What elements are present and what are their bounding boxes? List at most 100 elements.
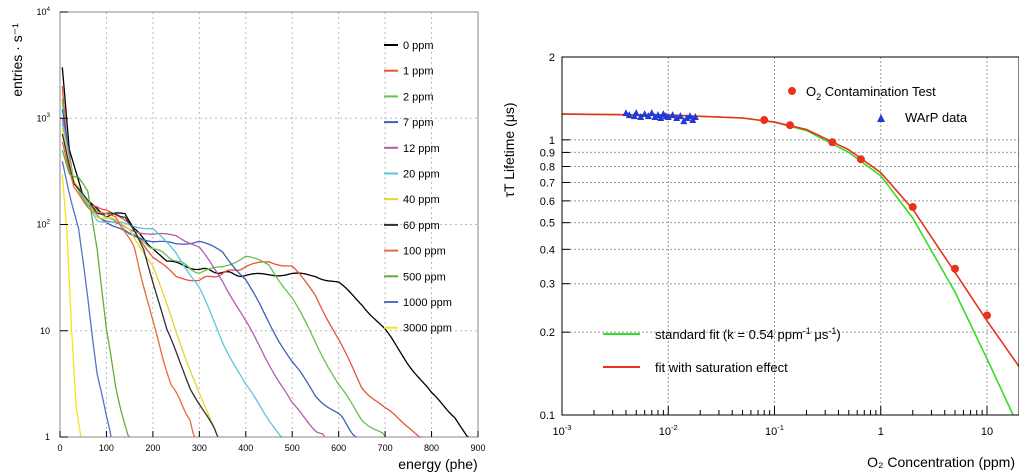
left-legend-label: 40 ppm	[403, 194, 440, 206]
right-point-triangle	[632, 109, 640, 117]
right-point-circle	[760, 116, 769, 125]
right-fit-line	[562, 113, 1015, 415]
right-y-tick-label: 0.4	[540, 244, 555, 256]
left-series-line	[61, 141, 196, 438]
left-legend-label: 3000 ppm	[403, 323, 452, 335]
right-series-group	[562, 109, 1019, 415]
left-series-line	[61, 174, 82, 438]
right-legend-label-warp: WArP data	[905, 110, 968, 125]
left-series-line	[61, 85, 423, 438]
right-point-triangle	[676, 112, 684, 120]
right-legend-line-label: fit with saturation effect	[655, 360, 788, 375]
right-point-triangle	[644, 112, 652, 120]
right-point-triangle	[641, 110, 649, 118]
right-y-ticks: 0.1 0.2 0.3 0.4 0.5 0.6 0.7 0.8 0.91 2	[540, 52, 570, 422]
right-y-tick-label: 0.5	[540, 218, 555, 230]
right-y-tick-label: 0.6	[540, 196, 555, 208]
right-point-triangle	[691, 113, 699, 121]
left-y-tick-label: 10	[40, 326, 50, 336]
right-legend-triangle-marker	[877, 114, 885, 122]
left-legend-label: 0 ppm	[403, 40, 434, 52]
right-point-circle	[786, 121, 795, 130]
left-x-tick-label: 0	[57, 443, 62, 453]
right-legend: O2 Contamination Test WArP data standard f…	[603, 84, 968, 375]
left-x-tick-label: 400	[238, 443, 253, 453]
right-y-tick-label: 0.9	[540, 147, 555, 159]
left-y-tick-label: 104	[36, 6, 50, 17]
right-point-circle	[983, 311, 992, 320]
left-legend-label: 1000 ppm	[403, 297, 452, 309]
left-x-tick-label: 500	[285, 443, 300, 453]
right-point-circle	[908, 203, 917, 212]
right-fit-line	[562, 113, 1019, 367]
left-x-tick-label: 300	[192, 443, 207, 453]
left-series-line	[61, 149, 131, 438]
lifetime-chart: 10-3 10-2 10-1 1 10 0.1 0.2 0.3 0.4 0.5 0.6 0.7 0.8…	[501, 52, 1019, 470]
left-x-tick-label: 900	[470, 443, 485, 453]
right-point-triangle	[648, 109, 656, 117]
right-point-circle	[828, 138, 837, 147]
left-grid	[60, 12, 478, 437]
left-legend-label: 7 ppm	[403, 117, 434, 129]
right-legend-label-contamination: O2 Contamination Test	[806, 84, 936, 102]
right-point-triangle	[664, 113, 672, 121]
left-series-line	[61, 67, 470, 438]
right-x-tick-label: 10	[981, 426, 993, 438]
left-series-line	[61, 161, 112, 438]
left-y-tick-label: 102	[36, 218, 50, 229]
left-y-ticks: 1 10 102 103 104	[36, 6, 68, 442]
left-x-ticks: 0 100 200 300 400 500 600 700 800 900	[57, 431, 486, 453]
left-legend-label: 1 ppm	[403, 66, 434, 78]
left-legend-label: 100 ppm	[403, 246, 446, 258]
right-point-triangle	[683, 114, 691, 122]
left-legend-label: 60 ppm	[403, 220, 440, 232]
right-y-tick-label: 0.8	[540, 161, 555, 173]
left-series-group	[61, 67, 470, 438]
right-grid	[562, 57, 1019, 415]
right-x-ticks: 10-3 10-2 10-1 1 10	[552, 406, 1019, 438]
right-point-triangle	[637, 113, 645, 121]
right-point-triangle	[669, 111, 677, 119]
left-series-line	[61, 122, 283, 438]
right-x-tick-label: 1	[878, 426, 884, 438]
left-x-tick-label: 700	[378, 443, 393, 453]
right-x-axis-label: O₂ Concentration (ppm)	[867, 454, 1015, 470]
right-y-tick-label: 0.1	[540, 410, 555, 422]
left-legend: 0 ppm 1 ppm 2 ppm 7 ppm 12 ppm 20 ppm 40 ppm 60…	[384, 40, 452, 335]
left-legend-label: 2 ppm	[403, 91, 434, 103]
left-legend-label: 500 ppm	[403, 271, 446, 283]
right-point-circle	[856, 155, 865, 164]
right-y-tick-label: 0.3	[540, 279, 555, 291]
left-legend-label: 20 ppm	[403, 169, 440, 181]
right-y-axis-label: τT Lifetime (μs)	[501, 102, 517, 197]
right-y-tick-label: 0.2	[540, 327, 555, 339]
right-legend-circle-marker	[788, 87, 796, 95]
right-legend-line-label: standard fit (k = 0.54 ppm-1 μs-1)	[655, 326, 841, 342]
left-series-line	[61, 127, 219, 438]
left-x-tick-label: 600	[331, 443, 346, 453]
right-point-triangle	[651, 113, 659, 121]
left-x-axis-label: energy (phe)	[398, 456, 477, 472]
left-y-axis-label: entries · s⁻¹	[9, 23, 25, 97]
left-series-line	[61, 133, 219, 438]
left-x-tick-label: 800	[424, 443, 439, 453]
right-x-tick-label: 10-2	[659, 423, 678, 438]
right-plot-frame	[561, 56, 1019, 416]
left-legend-label: 12 ppm	[403, 143, 440, 155]
right-x-tick-label: 10-3	[552, 423, 571, 438]
right-y-tick-label: 0.7	[540, 177, 555, 189]
energy-spectrum-chart: 0 100 200 300 400 500 600 700 800 900 1 10 102 103 10…	[9, 6, 486, 472]
left-series-line	[61, 117, 326, 438]
right-point-triangle	[686, 112, 694, 120]
left-series-line	[61, 99, 386, 438]
right-point-triangle	[625, 111, 633, 119]
left-y-tick-label: 103	[36, 112, 50, 123]
right-y-tick-label: 1	[549, 135, 555, 147]
right-point-triangle	[657, 114, 665, 122]
left-series-line	[61, 109, 358, 438]
right-point-circle	[951, 264, 960, 273]
right-y-tick-label: 2	[549, 52, 555, 64]
left-x-tick-label: 100	[99, 443, 114, 453]
right-x-tick-label: 10-1	[765, 423, 784, 438]
